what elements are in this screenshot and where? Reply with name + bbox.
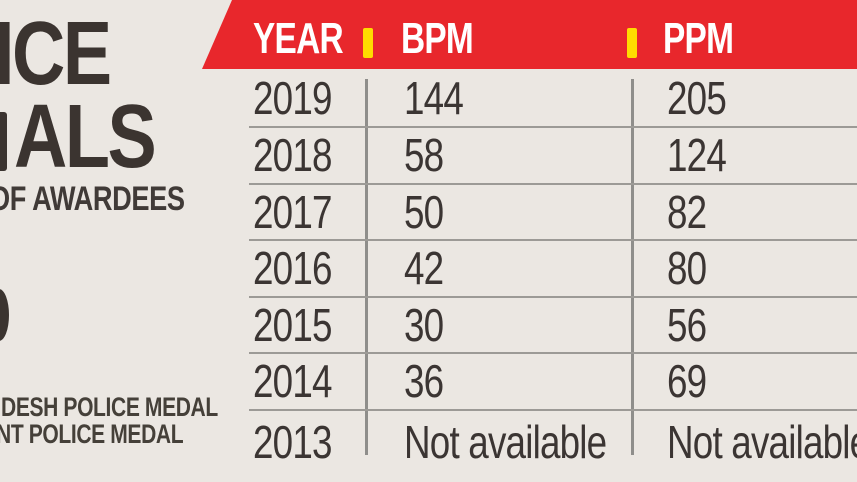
table-header-band: YEAR BPM PPM — [202, 0, 857, 69]
bpm-value: 144 — [404, 71, 464, 124]
row-divider — [249, 126, 857, 128]
footnote-bpm-definition: DESH POLICE MEDAL — [1, 392, 218, 422]
table-row: 2019 144 205 — [0, 70, 857, 127]
row-divider — [249, 296, 857, 298]
yellow-separator-bar — [363, 28, 373, 58]
year-value: 2013 — [253, 416, 332, 469]
bpm-value: 50 — [404, 185, 444, 238]
yellow-separator-bar — [627, 28, 637, 58]
ppm-value: 56 — [667, 298, 707, 351]
bpm-value: 42 — [404, 241, 444, 294]
ppm-value: 205 — [667, 71, 727, 124]
subtitle-of-awardees: OF AWARDEES — [0, 180, 185, 218]
ppm-value: Not available — [667, 416, 857, 469]
table-row: 2015 30 56 — [0, 297, 857, 354]
column-header-year: YEAR — [253, 14, 344, 63]
title-fragment-line2: ALS — [14, 87, 157, 187]
ppm-value: 69 — [667, 354, 707, 407]
title-fragment-line1: ICE — [0, 4, 112, 104]
bpm-value: 30 — [404, 298, 444, 351]
table-row: 2014 36 69 — [0, 353, 857, 410]
row-divider — [249, 409, 857, 411]
year-value: 2019 — [253, 71, 332, 124]
year-value: 2016 — [253, 241, 332, 294]
table-row: 2018 58 124 — [0, 127, 857, 184]
ppm-value: 124 — [667, 128, 727, 181]
row-divider — [249, 352, 857, 354]
year-value: 2015 — [253, 298, 332, 351]
table-row: 2016 42 80 — [0, 240, 857, 297]
ppm-value: 80 — [667, 241, 707, 294]
bpm-value: Not available — [404, 416, 607, 469]
cropped-letter-fragment — [0, 112, 7, 171]
ppm-value: 82 — [667, 185, 707, 238]
table-row: 2013 Not available Not available — [0, 413, 857, 473]
year-value: 2017 — [253, 185, 332, 238]
bpm-value: 36 — [404, 354, 444, 407]
column-divider-year-bpm — [365, 79, 368, 455]
footnote-ppm-definition: NT POLICE MEDAL — [0, 419, 184, 449]
column-divider-bpm-ppm — [631, 79, 634, 455]
column-header-ppm: PPM — [663, 14, 734, 63]
year-value: 2014 — [253, 354, 332, 407]
table-row: 2017 50 82 — [0, 184, 857, 241]
bpm-value: 58 — [404, 128, 444, 181]
year-value: 2018 — [253, 128, 332, 181]
row-divider — [249, 239, 857, 241]
police-figure-illustration-fragment — [0, 289, 9, 341]
row-divider — [249, 183, 857, 185]
column-header-bpm: BPM — [401, 14, 474, 63]
